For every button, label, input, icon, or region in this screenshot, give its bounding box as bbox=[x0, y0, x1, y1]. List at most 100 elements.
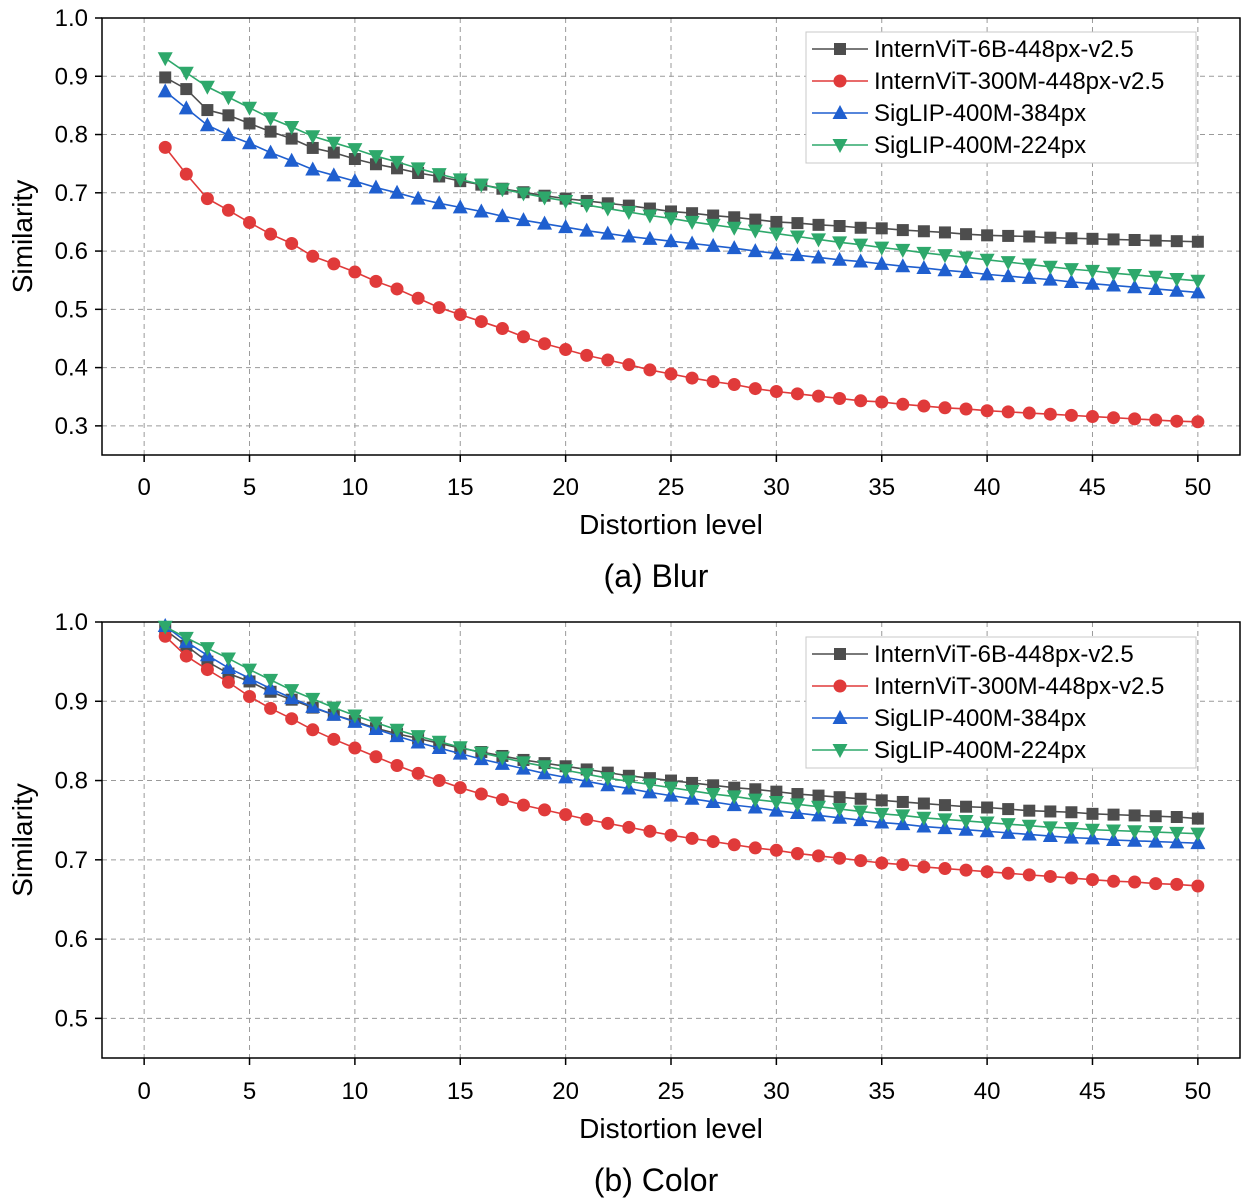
data-point bbox=[769, 384, 783, 398]
data-point bbox=[768, 245, 784, 260]
x-tick-label: 30 bbox=[763, 474, 790, 501]
data-point bbox=[369, 158, 382, 171]
data-point bbox=[432, 301, 446, 315]
data-point bbox=[960, 228, 973, 241]
y-tick-label: 0.5 bbox=[55, 296, 88, 323]
data-point bbox=[431, 168, 447, 183]
data-point bbox=[327, 146, 340, 159]
data-point bbox=[684, 784, 700, 799]
data-point bbox=[369, 750, 383, 764]
data-point bbox=[1022, 868, 1036, 882]
data-point bbox=[558, 219, 574, 234]
data-point bbox=[1042, 271, 1058, 286]
legend: InternViT-6B-448px-v2.5 InternViT-300M-44… bbox=[805, 31, 1197, 164]
data-point bbox=[1086, 807, 1099, 820]
x-tick-label: 25 bbox=[658, 474, 685, 501]
data-point bbox=[1148, 833, 1164, 848]
data-point bbox=[875, 856, 889, 870]
x-tick-label: 35 bbox=[868, 1078, 895, 1105]
data-point bbox=[1023, 804, 1036, 817]
data-point bbox=[473, 746, 489, 761]
series-InternViT-300M-448px-v2.5 bbox=[158, 140, 1205, 429]
data-point bbox=[705, 237, 721, 252]
data-point bbox=[1084, 823, 1100, 838]
data-point bbox=[1169, 273, 1185, 288]
data-point bbox=[220, 127, 236, 142]
data-point bbox=[621, 206, 637, 221]
data-point bbox=[874, 807, 890, 822]
data-point bbox=[958, 264, 974, 279]
data-point bbox=[663, 781, 679, 796]
data-point bbox=[390, 758, 404, 772]
data-point bbox=[937, 249, 953, 264]
x-tick-label: 45 bbox=[1079, 1078, 1106, 1105]
data-point bbox=[220, 652, 236, 667]
data-point bbox=[1191, 879, 1205, 893]
data-point bbox=[1169, 834, 1185, 849]
y-tick-label: 0.7 bbox=[55, 180, 88, 207]
data-point bbox=[1064, 408, 1078, 422]
data-point bbox=[981, 229, 994, 242]
data-point bbox=[199, 117, 215, 132]
data-point bbox=[770, 785, 783, 798]
data-point bbox=[812, 218, 825, 231]
data-point bbox=[1107, 808, 1120, 821]
data-point bbox=[538, 337, 552, 351]
data-point bbox=[874, 241, 890, 256]
data-point bbox=[1128, 875, 1142, 889]
data-point bbox=[158, 140, 172, 154]
data-point bbox=[1002, 803, 1015, 816]
data-point bbox=[306, 141, 319, 154]
data-point bbox=[1106, 267, 1122, 282]
data-point bbox=[1001, 405, 1015, 419]
data-point bbox=[263, 673, 279, 688]
data-point bbox=[684, 235, 700, 250]
data-point bbox=[728, 211, 741, 224]
series-SigLIP-400M-384px bbox=[157, 83, 1206, 299]
x-tick-label: 20 bbox=[552, 1078, 579, 1105]
data-point bbox=[1128, 233, 1141, 246]
data-point bbox=[1191, 812, 1204, 825]
x-tick-label: 40 bbox=[974, 474, 1001, 501]
data-point bbox=[452, 199, 468, 214]
data-point bbox=[284, 120, 300, 135]
data-point bbox=[1084, 275, 1100, 290]
data-point bbox=[854, 221, 867, 234]
data-point bbox=[201, 104, 214, 117]
data-point bbox=[326, 167, 342, 182]
data-point bbox=[221, 203, 235, 217]
data-point bbox=[601, 816, 615, 830]
data-point bbox=[368, 179, 384, 194]
data-point bbox=[833, 851, 847, 865]
data-point bbox=[1169, 826, 1185, 841]
chart-caption: (a) Blur bbox=[604, 558, 709, 594]
data-point bbox=[664, 367, 678, 381]
legend-label: InternViT-300M-448px-v2.5 bbox=[874, 68, 1164, 95]
legend-label: InternViT-6B-448px-v2.5 bbox=[874, 641, 1134, 668]
legend-marker bbox=[834, 43, 846, 55]
data-point bbox=[495, 793, 509, 807]
data-point bbox=[895, 258, 911, 273]
x-tick-label: 15 bbox=[447, 474, 474, 501]
data-point bbox=[580, 348, 594, 362]
data-point bbox=[453, 308, 467, 322]
data-point bbox=[158, 629, 172, 643]
data-point bbox=[515, 756, 531, 771]
legend-item: SigLIP-400M-384px bbox=[812, 705, 1086, 732]
data-point bbox=[706, 375, 720, 389]
data-point bbox=[1063, 273, 1079, 288]
data-point bbox=[452, 741, 468, 756]
data-point bbox=[1106, 277, 1122, 292]
data-point bbox=[242, 101, 258, 116]
y-tick-label: 1.0 bbox=[55, 5, 88, 32]
data-point bbox=[1106, 832, 1122, 846]
data-point bbox=[1170, 414, 1184, 428]
legend-label: SigLIP-400M-224px bbox=[874, 737, 1086, 764]
data-point bbox=[917, 399, 931, 413]
data-point bbox=[157, 83, 173, 98]
data-point bbox=[1044, 805, 1057, 818]
data-point bbox=[326, 136, 342, 151]
y-tick-label: 0.6 bbox=[55, 238, 88, 265]
series-SigLIP-400M-224px bbox=[157, 52, 1206, 289]
